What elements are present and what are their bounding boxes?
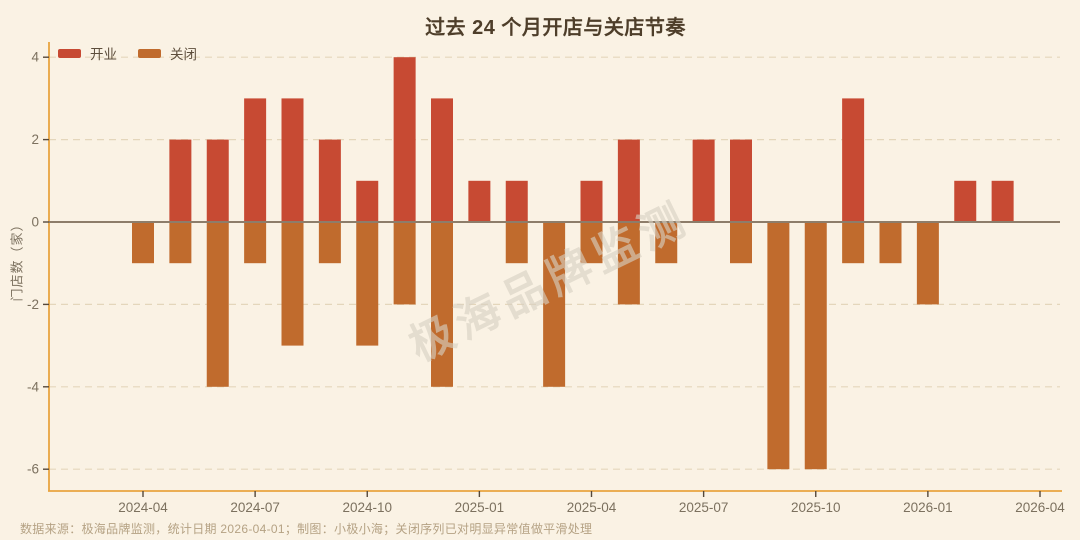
- legend-item-open: 开业: [58, 43, 117, 63]
- open-bar-2024-06: [206, 139, 229, 222]
- open-bar-2025-11: [842, 98, 865, 222]
- chart-title: 过去 24 个月开店与关店节奏: [425, 17, 686, 39]
- open-bar-2025-02: [505, 180, 528, 222]
- x-tick-label: 2025-01: [455, 500, 505, 515]
- close-bar-2025-10: [804, 222, 827, 470]
- x-tick-label: 2026-01: [903, 500, 953, 515]
- close-bar-2026-01: [916, 222, 939, 305]
- x-tick-label: 2026-04: [1015, 500, 1065, 515]
- y-axis-title: 门店数（家）: [9, 217, 25, 302]
- close-bar-2025-09: [767, 222, 790, 470]
- source-footnote: 数据来源：极海品牌监测，统计日期 2026-04-01；制图：小极小海；关闭序列…: [20, 522, 593, 536]
- open-bar-2024-05: [169, 139, 192, 222]
- close-legend-swatch: [138, 48, 161, 58]
- y-tick-label: -6: [27, 462, 39, 477]
- open-legend-label: 开业: [90, 47, 117, 62]
- open-bar-2024-10: [356, 180, 379, 222]
- y-tick-label: -4: [27, 379, 39, 394]
- close-bar-2025-06: [655, 222, 678, 264]
- legend: 开业 关闭: [58, 43, 197, 63]
- x-tick-label: 2024-10: [342, 500, 392, 515]
- legend-item-close: 关闭: [138, 43, 197, 63]
- close-bar-2025-03: [543, 222, 566, 387]
- close-bar-2025-05: [617, 222, 640, 305]
- close-bar-2025-12: [879, 222, 902, 264]
- open-bar-2026-02: [954, 180, 977, 222]
- open-bar-2024-11: [393, 57, 416, 223]
- close-bar-2025-08: [730, 222, 752, 264]
- close-bar-2024-10: [356, 222, 379, 346]
- x-tick-label: 2024-07: [230, 500, 280, 515]
- open-bar-2025-04: [580, 180, 603, 222]
- open-bar-2024-09: [318, 139, 341, 222]
- close-bar-2024-09: [318, 222, 341, 264]
- y-tick-label: 2: [31, 132, 39, 147]
- y-tick-label: 4: [31, 50, 39, 65]
- close-legend-label: 关闭: [170, 47, 197, 62]
- y-tick-label: -2: [27, 297, 39, 312]
- close-bar-2024-12: [431, 222, 453, 387]
- close-bar-2025-02: [505, 222, 528, 264]
- y-tick-label: 0: [31, 215, 39, 230]
- close-bar-2025-04: [580, 222, 603, 264]
- close-bar-2024-04: [132, 222, 154, 264]
- open-bar-2024-07: [244, 98, 267, 222]
- x-tick-label: 2025-07: [679, 500, 729, 515]
- open-bar-2024-12: [431, 98, 453, 222]
- open-bar-2025-05: [617, 139, 640, 222]
- close-bar-2025-11: [842, 222, 865, 264]
- open-bar-2026-03: [991, 180, 1014, 222]
- open-bar-2025-07: [692, 139, 715, 222]
- close-bar-2024-08: [281, 222, 304, 346]
- open-bar-2024-08: [281, 98, 304, 222]
- open-legend-swatch: [58, 48, 81, 58]
- close-bar-2024-07: [244, 222, 267, 264]
- x-tick-label: 2025-04: [567, 500, 617, 515]
- close-bar-2024-11: [393, 222, 416, 305]
- close-bar-2024-06: [206, 222, 229, 387]
- close-bar-2024-05: [169, 222, 192, 264]
- open-bar-2025-08: [730, 139, 752, 222]
- open-bar-2025-01: [468, 180, 491, 222]
- x-tick-label: 2024-04: [118, 500, 168, 515]
- x-tick-label: 2025-10: [791, 500, 841, 515]
